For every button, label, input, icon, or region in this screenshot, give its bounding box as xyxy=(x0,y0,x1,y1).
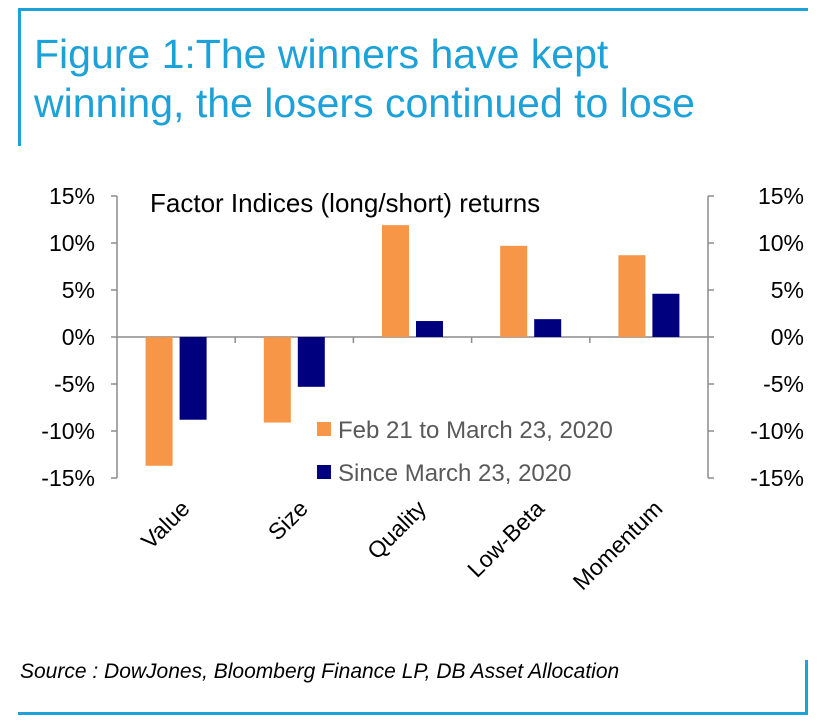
figure-title: Figure 1:The winners have kept winning, … xyxy=(34,30,814,128)
y-tick-label-left: 10% xyxy=(49,230,95,256)
bar-momentum-series-1 xyxy=(618,255,646,337)
bar-size-series-2 xyxy=(297,337,325,387)
bar-quality-series-2 xyxy=(416,321,443,337)
legend-swatch-series-1 xyxy=(317,422,331,436)
y-tick-label-right: 10% xyxy=(758,230,804,256)
y-tick-label-left: 15% xyxy=(49,183,95,209)
bar-momentum-series-2 xyxy=(652,293,680,337)
bar-quality-series-1 xyxy=(382,225,409,337)
figure-title-line-1: Figure 1:The winners have kept xyxy=(34,31,609,77)
figure-title-line-2: winning, the losers continued to lose xyxy=(34,80,695,126)
x-label-momentum: Momentum xyxy=(568,495,668,595)
legend-label-series-1: Feb 21 to March 23, 2020 xyxy=(338,417,613,444)
x-label-low-beta: Low-Beta xyxy=(462,495,549,582)
chart-axes: 15% 15% 10% 10% 5% 5% 0% 0% -5% -5% -10% -10% -15% -1… xyxy=(41,183,804,491)
x-label-size: Size xyxy=(263,495,313,545)
y-tick-label-left: -15% xyxy=(41,465,95,491)
y-tick-label-left: -5% xyxy=(54,371,95,397)
chart-legend: Feb 21 to March 23, 2020 Since March 23, … xyxy=(317,417,613,487)
source-note: Source : DowJones, Bloomberg Finance LP,… xyxy=(20,660,620,683)
x-axis-labels: Value Size Quality Low-Beta Momentum xyxy=(136,495,668,595)
y-tick-label-left: -10% xyxy=(41,418,95,444)
frame-bottom-rule xyxy=(18,712,808,715)
chart-title: Factor Indices (long/short) returns xyxy=(150,188,540,218)
y-tick-label-right: 0% xyxy=(771,324,804,350)
y-tick-label-right: -10% xyxy=(750,418,804,444)
y-tick-label-left: 0% xyxy=(62,324,95,350)
chart-bars xyxy=(145,225,680,466)
bar-low-beta-series-1 xyxy=(500,245,528,337)
x-label-quality: Quality xyxy=(362,495,431,564)
bar-size-series-1 xyxy=(263,337,291,423)
y-tick-label-right: -15% xyxy=(750,465,804,491)
y-tick-label-left: 5% xyxy=(62,277,95,303)
frame-left-rule xyxy=(18,8,21,146)
x-label-value: Value xyxy=(136,495,195,554)
frame-top-rule xyxy=(18,8,808,11)
legend-label-series-2: Since March 23, 2020 xyxy=(338,460,571,487)
frame-right-rule xyxy=(805,660,808,715)
bar-low-beta-series-2 xyxy=(534,319,562,337)
y-tick-label-right: 15% xyxy=(758,183,804,209)
bar-value-series-1 xyxy=(145,337,173,466)
bar-value-series-2 xyxy=(179,337,207,420)
y-tick-label-right: -5% xyxy=(763,371,804,397)
y-tick-label-right: 5% xyxy=(771,277,804,303)
legend-swatch-series-2 xyxy=(317,465,331,479)
